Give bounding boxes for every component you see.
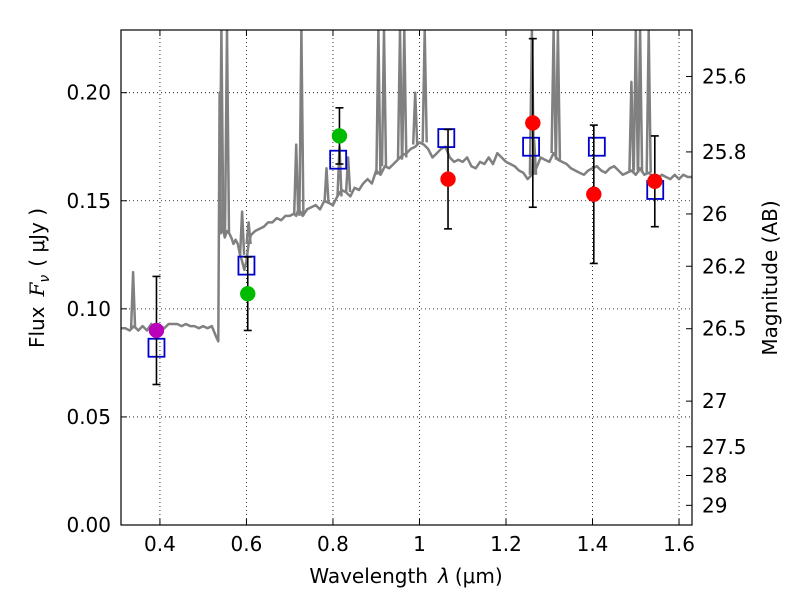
y-tick-label: 0.00	[66, 513, 111, 537]
y2-tick-label: 28	[702, 464, 727, 488]
y-axis-subscript: ν	[37, 275, 53, 283]
spectral-line-spike	[401, 30, 408, 158]
spectral-line-spike	[550, 30, 557, 154]
spectral-line-spike	[218, 30, 225, 234]
spectral-line-spike	[375, 30, 382, 175]
spectral-line-spike	[245, 221, 252, 245]
spectral-line-spike	[636, 30, 644, 173]
spectral-line-spike	[238, 210, 246, 255]
x-tick-label: 1.4	[577, 532, 609, 556]
spectral-line-spike	[628, 80, 635, 173]
model-photometry-square	[329, 149, 348, 170]
y2-tick-label: 25.8	[702, 140, 747, 164]
spectral-line-spike	[129, 270, 137, 329]
spectral-line-spike	[298, 30, 305, 216]
observed-photometry-point	[148, 322, 165, 339]
observed-photometry-point	[525, 115, 541, 131]
x-tick-label: 0.8	[317, 532, 349, 556]
observed-photometry-point	[586, 186, 602, 203]
spectral-line-spike	[223, 30, 231, 234]
x-tick-label: 1.6	[663, 532, 695, 556]
observed-photometry-point	[331, 128, 348, 144]
y2-tick-label: 29	[702, 493, 727, 517]
model-photometry-square	[587, 136, 606, 157]
spectral-line-spike	[411, 91, 419, 145]
y2-axis-title: Magnitude (AB)	[758, 200, 782, 355]
x-tick-label: 1.2	[490, 532, 522, 556]
y-tick-label: 0.20	[66, 81, 111, 105]
x-axis-unit: (μm)	[455, 564, 503, 588]
x-axis-title: Wavelength λ (μm)	[309, 564, 502, 588]
observed-photometry-point	[239, 285, 256, 302]
x-axis-title-text: Wavelength	[309, 564, 428, 588]
spectral-line-spike	[645, 30, 652, 173]
y-tick-label: 0.05	[66, 405, 111, 429]
spectral-line-spike	[632, 30, 640, 171]
y-tick-label: 0.10	[66, 297, 111, 321]
y2-tick-label: 25.6	[702, 64, 747, 88]
y2-tick-label: 26.5	[702, 317, 747, 341]
spectral-line-spike	[421, 30, 428, 143]
y2-tick-label: 26	[702, 202, 727, 226]
y-axis-unit: ( μJy )	[25, 208, 49, 267]
y-axis-symbol: F	[25, 281, 49, 297]
x-tick-label: 0.6	[231, 532, 263, 556]
plot-frame	[120, 29, 693, 526]
spectral-line-spike	[344, 156, 352, 193]
spectral-line-spike	[396, 30, 404, 160]
ticks: 0.4 0.6 0.8 1 1.2 1.4 1.6 0.00 0.05 0.10 0.15 0.20 2…	[66, 30, 747, 556]
spectral-line-spike	[323, 167, 330, 203]
points-layer	[147, 37, 665, 386]
x-axis-symbol: λ	[437, 564, 450, 588]
spectral-line-spike	[292, 143, 300, 214]
y2-tick-label: 27.5	[702, 435, 747, 459]
observed-photometry-point	[440, 171, 456, 187]
y2-tick-label: 26.2	[702, 254, 747, 278]
observed-photometry-point	[647, 173, 663, 190]
spectral-line-spike	[554, 30, 562, 160]
x-tick-label: 1	[413, 532, 426, 556]
y2-tick-label: 27	[702, 389, 727, 413]
spectral-line-spike	[380, 30, 388, 167]
y-axis-title-text: Flux	[25, 306, 49, 348]
x-tick-label: 0.4	[144, 532, 176, 556]
y-tick-label: 0.15	[66, 189, 111, 213]
model-photometry-square	[522, 136, 540, 157]
grid	[121, 30, 692, 526]
y-axis-title: Flux Fν ( μJy )	[25, 208, 53, 348]
